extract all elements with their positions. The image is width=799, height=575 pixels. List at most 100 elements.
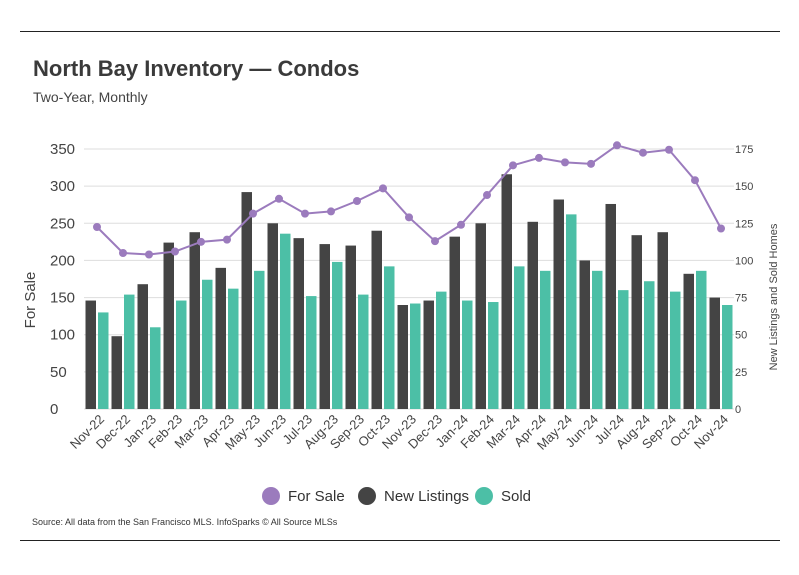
y-left-axis-title: For Sale <box>22 272 39 329</box>
bar-new-listings <box>111 336 122 409</box>
point-for-sale <box>431 237 439 246</box>
bar-new-listings <box>709 297 720 409</box>
bar-sold <box>306 296 317 409</box>
y-left-tick-label: 200 <box>50 252 75 269</box>
bar-new-listings <box>319 244 330 409</box>
point-for-sale <box>379 184 387 193</box>
point-for-sale <box>93 223 101 231</box>
bar-sold <box>228 288 239 409</box>
y-left-tick-label: 300 <box>50 178 75 195</box>
bar-new-listings <box>293 238 304 409</box>
legend-label: For Sale <box>288 488 345 505</box>
legend-label: Sold <box>501 488 531 505</box>
bar-new-listings <box>397 305 408 409</box>
bar-sold <box>644 281 655 409</box>
bar-sold <box>358 294 369 409</box>
bar-sold <box>566 214 577 409</box>
y-right-tick-label: 125 <box>735 218 753 230</box>
bar-sold <box>696 270 707 409</box>
point-for-sale <box>405 213 413 222</box>
bar-new-listings <box>137 284 148 409</box>
chart-subtitle: Two-Year, Monthly <box>33 89 148 105</box>
bar-sold <box>202 279 213 409</box>
bar-sold <box>540 270 551 409</box>
bottom-rule <box>20 540 780 541</box>
point-for-sale <box>691 176 699 185</box>
source-note: Source: All data from the San Francisco … <box>32 517 338 527</box>
legend-label: New Listings <box>384 488 469 505</box>
y-right-tick-label: 50 <box>735 330 747 342</box>
point-for-sale <box>509 161 517 170</box>
y-left-tick-label: 50 <box>50 364 67 381</box>
point-for-sale <box>561 158 569 167</box>
chart-title: North Bay Inventory — Condos <box>33 56 360 81</box>
bar-new-listings <box>189 232 200 409</box>
point-for-sale <box>457 220 465 229</box>
bar-sold <box>332 261 343 409</box>
point-for-sale <box>249 209 257 218</box>
bar-new-listings <box>631 235 642 409</box>
y-left-tick-label: 250 <box>50 215 75 232</box>
bar-new-listings <box>657 232 668 409</box>
y-right-tick-label: 175 <box>735 144 753 156</box>
bar-new-listings <box>553 199 564 409</box>
point-for-sale <box>353 197 361 205</box>
y-left-tick-label: 150 <box>50 290 75 307</box>
point-for-sale <box>223 235 231 244</box>
bar-sold <box>592 270 603 409</box>
bar-new-listings <box>267 223 278 409</box>
bar-new-listings <box>579 260 590 409</box>
y-left-tick-label: 350 <box>50 141 75 158</box>
bar-sold <box>410 303 421 409</box>
bar-sold <box>462 300 473 409</box>
top-rule <box>20 31 780 32</box>
bar-sold <box>124 294 135 409</box>
bar-sold <box>436 291 447 409</box>
bar-sold <box>514 266 525 409</box>
bar-new-listings <box>449 236 460 409</box>
point-for-sale <box>613 141 621 150</box>
legend-swatch <box>262 487 280 505</box>
bar-new-listings <box>215 267 226 409</box>
bar-new-listings <box>163 242 174 409</box>
bar-sold <box>618 290 629 409</box>
point-for-sale <box>275 194 283 203</box>
bar-new-listings <box>501 174 512 409</box>
bar-sold <box>670 291 681 409</box>
bar-sold <box>722 305 733 409</box>
bar-new-listings <box>605 203 616 409</box>
y-right-tick-label: 0 <box>735 404 741 416</box>
legend-swatch <box>475 487 493 505</box>
y-right-tick-label: 25 <box>735 367 747 379</box>
bar-sold <box>150 327 161 409</box>
bar-sold <box>384 266 395 409</box>
point-for-sale <box>717 224 725 233</box>
point-for-sale <box>145 250 153 259</box>
point-for-sale <box>197 237 205 246</box>
bar-new-listings <box>475 223 486 409</box>
legend-swatch <box>358 487 376 505</box>
bar-sold <box>280 233 291 409</box>
point-for-sale <box>639 148 647 157</box>
bar-new-listings <box>683 273 694 409</box>
point-for-sale <box>665 145 673 154</box>
bar-sold <box>254 270 265 409</box>
y-right-axis-title: New Listings and Sold Homes <box>768 223 780 370</box>
point-for-sale <box>535 153 543 162</box>
point-for-sale <box>119 249 127 257</box>
point-for-sale <box>483 191 491 200</box>
point-for-sale <box>171 247 179 256</box>
bar-new-listings <box>423 300 434 409</box>
bar-new-listings <box>527 221 538 409</box>
y-right-tick-label: 100 <box>735 255 753 267</box>
bar-new-listings <box>241 192 252 409</box>
point-for-sale <box>301 209 309 218</box>
bar-new-listings <box>85 300 96 409</box>
bar-new-listings <box>371 230 382 409</box>
bar-sold <box>176 300 187 409</box>
bar-new-listings <box>345 245 356 409</box>
bar-sold <box>98 312 109 409</box>
y-right-tick-label: 75 <box>735 293 747 305</box>
bar-sold <box>488 302 499 409</box>
